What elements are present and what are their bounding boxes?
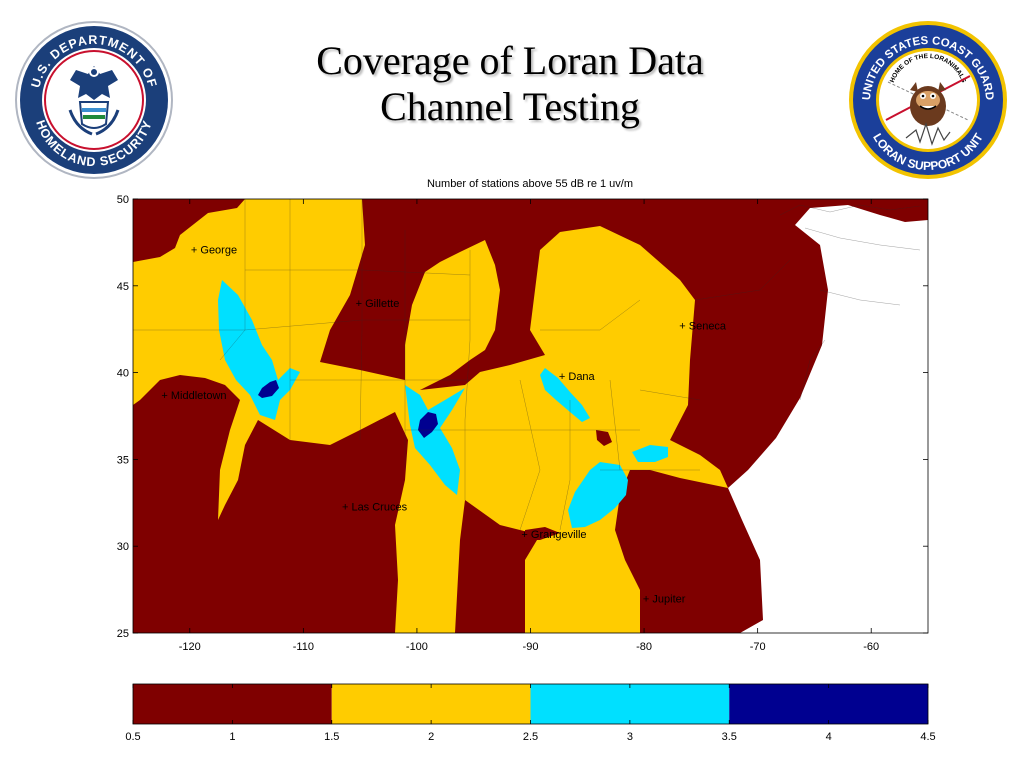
colorbar-tick-label: 4.5 xyxy=(920,731,935,743)
station-markers: + George + Gillette + Seneca + Dana + Middle… xyxy=(161,244,727,605)
colorbar-tick-label: 1.5 xyxy=(324,731,339,743)
station-label: + Gillette xyxy=(356,298,400,310)
station-marker-grangeville: + Grangeville xyxy=(521,529,586,541)
slide-title-line-1: Coverage of Loran Data xyxy=(316,38,704,83)
station-marker-george: + George xyxy=(191,244,237,256)
lat-tick-label: 40 xyxy=(117,368,129,380)
map-title: Number of stations above 55 dB re 1 uv/m xyxy=(426,178,634,190)
colorbar-tick-label: 0.5 xyxy=(125,731,140,743)
station-label: + George xyxy=(191,244,237,256)
colorbar-band xyxy=(530,684,730,724)
slide-title-line-2: Channel Testing xyxy=(380,84,640,129)
coverage-regions xyxy=(133,199,928,633)
station-label: + Middletown xyxy=(161,390,226,402)
region-3-stations xyxy=(218,280,668,528)
station-label: + Dana xyxy=(559,371,596,383)
lon-tick-label: -60 xyxy=(863,641,879,653)
lat-tick-label: 35 xyxy=(117,454,129,466)
station-marker-gillette: + Gillette xyxy=(356,298,400,310)
station-marker-seneca: + Seneca xyxy=(679,321,727,333)
loran-support-unit-patch-logo: UNITED STATES COAST GUARD LORAN SUPPORT … xyxy=(849,21,1007,179)
region-1-station-pocket-gulf xyxy=(525,527,560,540)
station-marker-las-cruces: + Las Cruces xyxy=(342,501,408,513)
colorbar-band xyxy=(133,684,332,724)
station-label: + Seneca xyxy=(679,321,727,333)
colorbar-tick-label: 3.5 xyxy=(722,731,737,743)
colorbar-tick-label: 3 xyxy=(627,731,633,743)
slide-title: Coverage of Loran Data Channel Testing xyxy=(250,38,770,130)
dhs-seal-logo: U.S. DEPARTMENT OF HOMELAND SECURITY xyxy=(15,21,173,179)
station-label: + Grangeville xyxy=(521,529,586,541)
station-label: + Jupiter xyxy=(643,593,686,605)
colorbar-tick-label: 2.5 xyxy=(523,731,538,743)
tasmanian-devil-mascot-icon xyxy=(885,75,971,146)
lon-tick-label: -80 xyxy=(636,641,652,653)
lat-tick-label: 50 xyxy=(117,194,129,206)
lat-tick-label: 25 xyxy=(117,628,129,640)
latitude-axis: 25 30 35 40 45 50 xyxy=(117,194,928,640)
region-1-station-pocket xyxy=(596,430,612,446)
lon-tick-label: -100 xyxy=(406,641,428,653)
colorbar: 0.5 1 1.5 2 2.5 3 3.5 4 4.5 xyxy=(125,683,936,743)
colorbar-band xyxy=(331,684,531,724)
colorbar-band xyxy=(729,684,928,724)
state-boundaries xyxy=(133,199,921,531)
station-marker-jupiter: + Jupiter xyxy=(643,593,686,605)
colorbar-tick-label: 1 xyxy=(229,731,235,743)
colorbar-tick-label: 2 xyxy=(428,731,434,743)
eagle-icon xyxy=(68,66,120,136)
station-label: + Las Cruces xyxy=(342,501,408,513)
lat-tick-label: 45 xyxy=(117,281,129,293)
lon-tick-label: -110 xyxy=(293,641,314,653)
station-marker-dana: + Dana xyxy=(559,371,596,383)
lon-tick-label: -70 xyxy=(750,641,766,653)
lon-tick-label: -120 xyxy=(179,641,201,653)
region-4-stations xyxy=(258,380,438,438)
lat-tick-label: 30 xyxy=(117,541,129,553)
longitude-axis: -120 -110 -100 -90 -80 -70 -60 xyxy=(179,199,879,653)
station-marker-middletown: + Middletown xyxy=(161,390,226,402)
colorbar-tick-label: 4 xyxy=(826,731,832,743)
lon-tick-label: -90 xyxy=(523,641,539,653)
